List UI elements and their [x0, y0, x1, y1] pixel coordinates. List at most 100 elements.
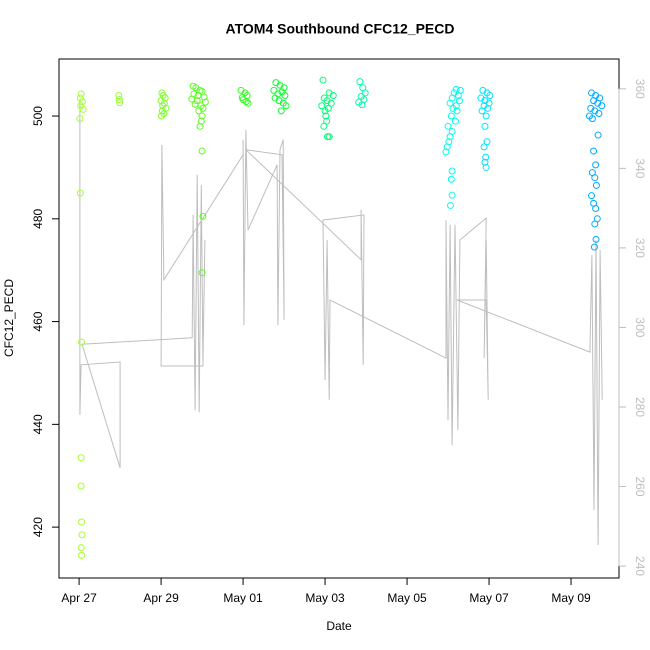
x-tick-label: May 01 — [223, 591, 263, 605]
data-point — [76, 115, 84, 123]
x-tick-label: May 03 — [305, 591, 345, 605]
data-point — [456, 97, 464, 105]
data-point — [116, 99, 124, 107]
data-point — [484, 104, 492, 112]
data-point — [595, 109, 603, 117]
y2-tick-label: 240 — [633, 556, 647, 576]
y2-tick-label: 360 — [633, 79, 647, 99]
data-point — [242, 98, 250, 106]
data-point — [356, 78, 364, 86]
data-point — [482, 112, 490, 120]
data-point — [201, 98, 209, 106]
data-point — [194, 91, 202, 99]
data-point — [321, 107, 329, 115]
data-point — [280, 84, 288, 92]
chart-title: ATOM4 Southbound CFC12_PECD — [226, 21, 455, 37]
data-point — [483, 138, 491, 146]
data-point — [442, 148, 450, 156]
x-tick-label: May 09 — [551, 591, 591, 605]
plot-frame — [58, 58, 620, 579]
data-point — [592, 161, 600, 169]
data-point — [77, 454, 85, 462]
data-point — [592, 181, 600, 189]
data-point — [78, 338, 86, 346]
data-point — [270, 86, 278, 94]
data-point — [322, 112, 330, 120]
data-point — [78, 531, 86, 539]
data-point — [78, 98, 86, 106]
data-point — [446, 99, 454, 107]
x-tick-label: Apr 27 — [61, 591, 97, 605]
y-axis-label: CFC12_PECD — [2, 279, 16, 357]
data-point — [79, 105, 87, 113]
data-point — [452, 85, 460, 93]
data-point — [197, 117, 205, 125]
y2-tick-label: 300 — [633, 317, 647, 337]
data-point — [77, 90, 85, 98]
data-point — [591, 220, 599, 228]
data-point — [591, 174, 599, 182]
data-point — [319, 76, 327, 84]
data-point — [447, 201, 455, 209]
x-tick-label: May 05 — [387, 591, 427, 605]
data-point — [196, 122, 204, 130]
data-point — [198, 147, 206, 155]
data-line — [79, 100, 603, 546]
data-point — [486, 91, 494, 99]
data-point — [198, 269, 206, 277]
data-point — [481, 122, 489, 130]
data-point — [482, 153, 490, 161]
data-point — [318, 102, 326, 110]
data-point — [76, 189, 84, 197]
y2-tick-label: 320 — [633, 238, 647, 258]
data-point — [594, 131, 602, 139]
data-point — [592, 235, 600, 243]
data-point — [200, 93, 208, 101]
y2-tick-label: 340 — [633, 158, 647, 178]
data-point — [481, 158, 489, 166]
data-point — [358, 101, 366, 109]
x-axis-label: Date — [326, 619, 352, 633]
data-point — [195, 107, 203, 115]
data-point — [482, 163, 490, 171]
x-tick-label: May 07 — [469, 591, 509, 605]
y-tick-label: 500 — [31, 106, 45, 126]
data-point — [448, 167, 456, 175]
data-point — [199, 212, 207, 220]
data-point — [78, 551, 86, 559]
data-point — [361, 89, 369, 97]
data-point — [77, 544, 85, 552]
data-point — [451, 117, 459, 125]
data-point — [325, 133, 333, 141]
data-point — [329, 91, 337, 99]
data-point — [115, 96, 123, 104]
data-point — [327, 99, 335, 107]
data-point — [448, 191, 456, 199]
data-point — [454, 91, 462, 99]
data-point — [588, 192, 596, 200]
data-point — [592, 205, 600, 213]
data-point — [77, 482, 85, 490]
data-point — [282, 102, 290, 110]
data-point — [590, 243, 598, 251]
data-point — [277, 107, 285, 115]
x-tick-label: Apr 29 — [143, 591, 179, 605]
data-point — [480, 143, 488, 151]
data-point — [443, 143, 451, 151]
data-point — [444, 122, 452, 130]
data-point — [590, 147, 598, 155]
data-point — [598, 102, 606, 110]
data-point — [453, 107, 461, 115]
data-point — [281, 91, 289, 99]
data-point — [447, 175, 455, 183]
data-point — [198, 112, 206, 120]
data-point — [323, 117, 331, 125]
y-tick-label: 420 — [31, 517, 45, 537]
data-point — [478, 107, 486, 115]
data-point — [446, 133, 454, 141]
data-point — [244, 99, 252, 107]
data-point — [78, 518, 86, 526]
y-tick-label: 440 — [31, 414, 45, 434]
data-point — [157, 112, 165, 120]
